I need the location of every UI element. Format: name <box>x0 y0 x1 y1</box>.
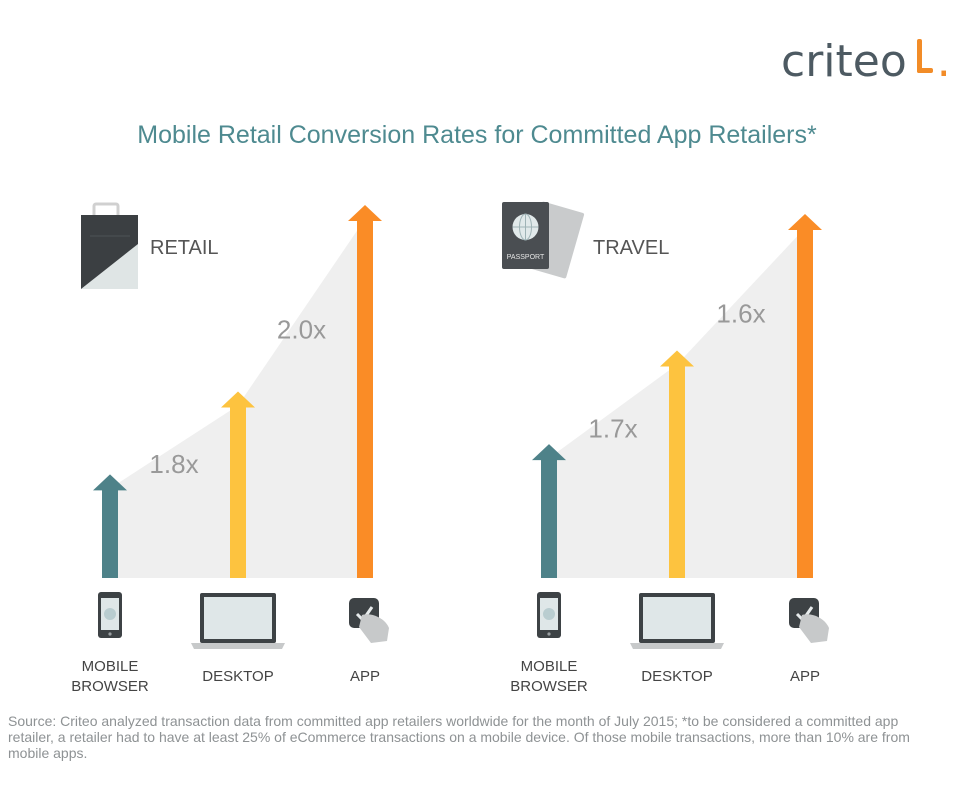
bar-mobile-browser <box>532 444 566 578</box>
multiplier-label: 2.0x <box>277 314 326 344</box>
smartphone-icon <box>537 592 561 638</box>
category-label: MOBILE <box>82 658 139 675</box>
retail-chart: 1.8x 2.0x MOBILE BROWSER DESKTOP APP RETAIL <box>71 202 389 695</box>
bar-arrowhead <box>93 474 127 491</box>
multiplier-label: 1.8x <box>149 449 198 479</box>
category-label: DESKTOP <box>641 668 712 685</box>
source-note: Source: Criteo analyzed transaction data… <box>8 713 910 761</box>
chart-title-retail: RETAIL <box>150 237 219 259</box>
multiplier-label: 1.6x <box>716 298 765 328</box>
bar-shaft <box>102 488 118 578</box>
bar-mobile-browser <box>93 474 127 578</box>
category-label: BROWSER <box>71 678 149 695</box>
bar-app <box>788 214 822 578</box>
criteo-logo: criteo. <box>781 36 951 84</box>
bar-shaft <box>541 458 557 578</box>
category-label: DESKTOP <box>202 668 273 685</box>
multiplier-label: 1.7x <box>588 413 637 443</box>
laptop-icon <box>630 593 724 649</box>
bar-shaft <box>669 364 685 578</box>
category-label: MOBILE <box>521 658 578 675</box>
bar-shaft <box>797 228 813 578</box>
passport-label: PASSPORT <box>507 254 545 261</box>
app-tap-icon <box>789 598 829 643</box>
bar-shaft <box>230 405 246 578</box>
bar-app <box>348 205 382 578</box>
area-fill <box>110 219 365 578</box>
shopping-bag-icon <box>81 202 138 289</box>
chart-title-travel: TRAVEL <box>593 237 669 259</box>
category-label: BROWSER <box>510 678 588 695</box>
bar-desktop <box>221 391 255 578</box>
smartphone-icon <box>98 592 122 638</box>
bar-arrowhead <box>660 350 694 367</box>
passport-icon: PASSPORT <box>502 201 585 279</box>
category-label: APP <box>350 668 380 685</box>
logo-text: criteo <box>781 36 907 87</box>
travel-chart: 1.7x 1.6x MOBILE BROWSER DESKTOP APP PASSPOR… <box>502 201 829 695</box>
logo-mark <box>907 36 937 76</box>
bar-arrowhead <box>788 214 822 230</box>
bar-desktop <box>660 350 694 578</box>
laptop-icon <box>191 593 285 649</box>
bar-arrowhead <box>348 205 382 221</box>
page-title: Mobile Retail Conversion Rates for Commi… <box>137 121 817 149</box>
category-label: APP <box>790 668 820 685</box>
bar-arrowhead <box>221 391 255 408</box>
bar-shaft <box>357 219 373 578</box>
app-tap-icon <box>349 598 389 643</box>
bar-arrowhead <box>532 444 566 461</box>
logo-dot: . <box>936 36 951 87</box>
